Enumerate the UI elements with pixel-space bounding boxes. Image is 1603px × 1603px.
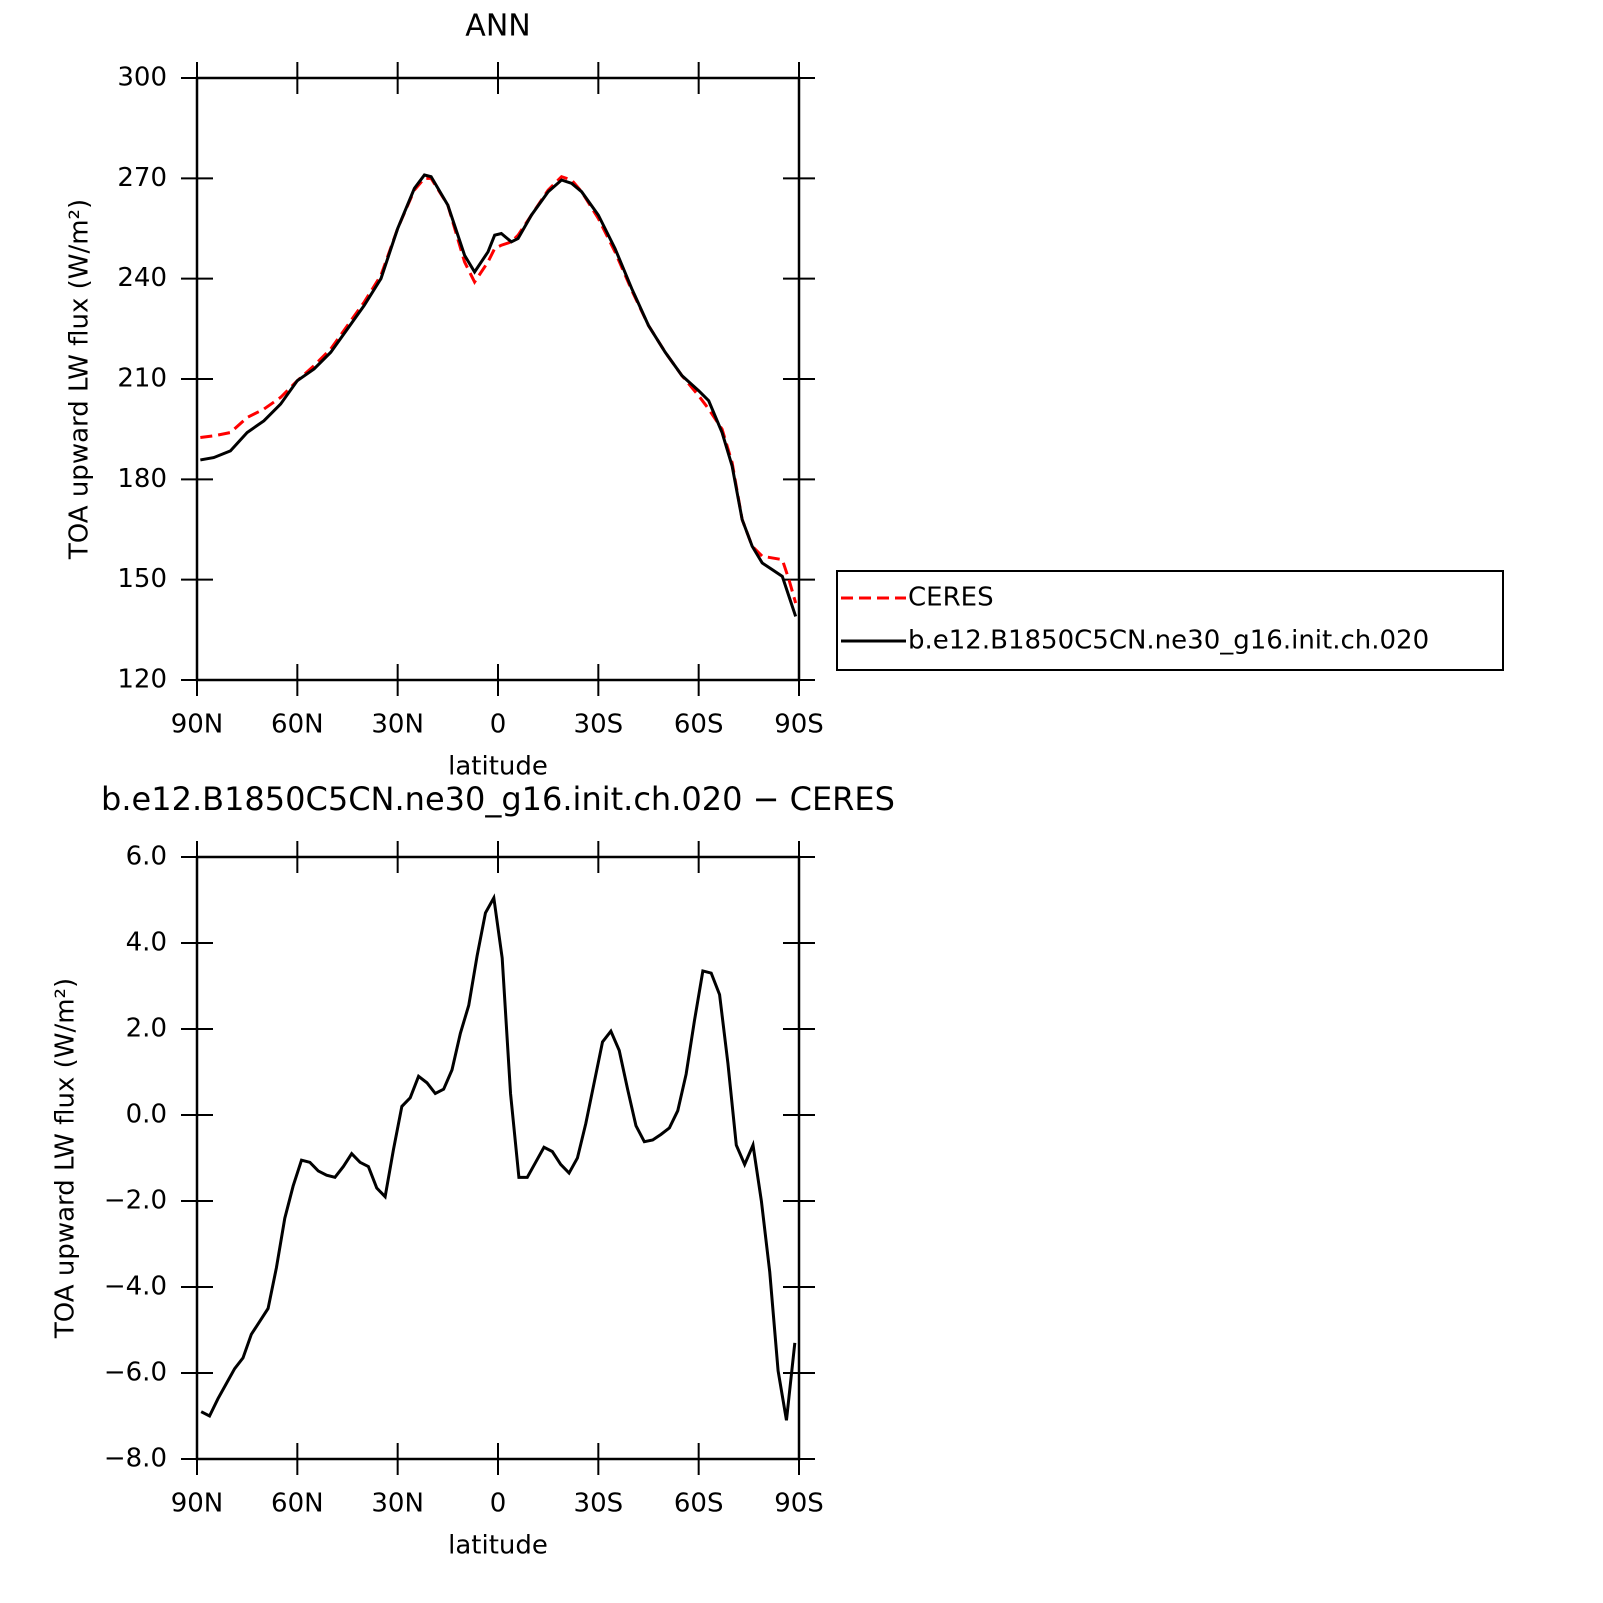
y-tick-label: −2.0 [104, 1186, 167, 1216]
plot-frame [195, 855, 801, 1461]
x-tick-label: 90N [171, 710, 224, 740]
y-tick-label: 240 [117, 263, 167, 293]
x-tick-label: 30N [371, 710, 424, 740]
y-tick-label: 120 [117, 665, 167, 695]
x-axis-label: latitude [448, 1531, 548, 1561]
y-tick-label: 6.0 [126, 842, 167, 872]
x-tick-label: 30S [574, 1489, 624, 1519]
chart-title: ANN [465, 9, 530, 44]
legend-label: b.e12.B1850C5CN.ne30_g16.init.ch.020 [908, 626, 1429, 656]
x-tick-label: 30N [371, 1489, 424, 1519]
x-tick-label: 60N [271, 1489, 324, 1519]
y-tick-label: 0.0 [126, 1100, 167, 1130]
x-tick-label: 60S [674, 1489, 724, 1519]
y-tick-label: −4.0 [104, 1272, 167, 1302]
y-axis-label: TOA upward LW flux (W/m²) [65, 199, 95, 560]
y-tick-label: −6.0 [104, 1358, 167, 1388]
y-tick-label: 180 [117, 464, 167, 494]
x-tick-label: 30S [574, 710, 624, 740]
y-tick-label: 4.0 [126, 928, 167, 958]
y-tick-label: 270 [117, 163, 167, 193]
x-tick-label: 90S [774, 1489, 824, 1519]
x-tick-label: 60S [674, 710, 724, 740]
y-tick-label: 150 [117, 564, 167, 594]
plot-frame [195, 76, 801, 682]
legend-label: CERES [908, 583, 994, 613]
y-axis-label: TOA upward LW flux (W/m²) [51, 978, 81, 1339]
legend-box [836, 570, 1504, 671]
x-tick-label: 60N [271, 710, 324, 740]
y-tick-label: −8.0 [104, 1444, 167, 1474]
chart-title: b.e12.B1850C5CN.ne30_g16.init.ch.020 − C… [101, 780, 895, 818]
y-tick-label: 2.0 [126, 1014, 167, 1044]
x-tick-label: 0 [490, 710, 507, 740]
x-axis-label: latitude [448, 752, 548, 782]
x-tick-label: 0 [490, 1489, 507, 1519]
data-line [200, 893, 797, 1421]
x-tick-label: 90N [171, 1489, 224, 1519]
x-tick-label: 90S [774, 710, 824, 740]
y-tick-label: 210 [117, 364, 167, 394]
data-line [200, 173, 798, 617]
y-tick-label: 300 [117, 63, 167, 93]
